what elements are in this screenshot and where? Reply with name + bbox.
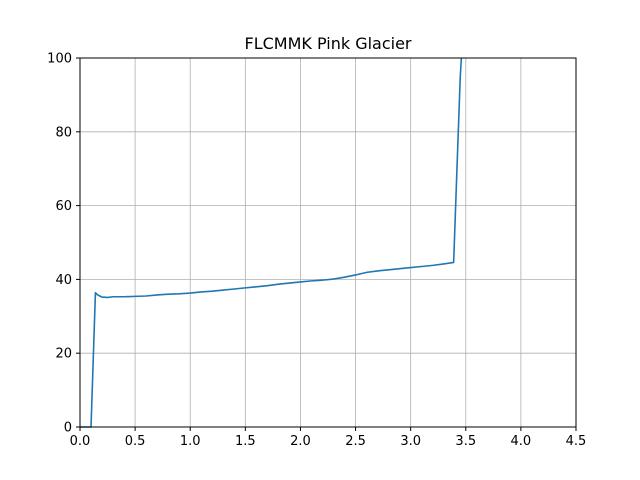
series-layer [80, 57, 463, 428]
x-tick-label: 4.0 [511, 434, 532, 449]
y-tick-label: 0 [64, 421, 72, 436]
series-line [80, 57, 463, 428]
x-tick-label: 1.0 [180, 434, 201, 449]
y-tick-label: 20 [55, 347, 72, 362]
y-tick-label: 80 [55, 125, 72, 140]
x-tick-label: 4.5 [566, 434, 587, 449]
x-tick-label: 0.0 [70, 434, 91, 449]
x-tick-label: 3.0 [400, 434, 421, 449]
y-tick-label: 60 [55, 199, 72, 214]
x-tick-label: 2.5 [345, 434, 366, 449]
x-tick-label: 1.5 [235, 434, 256, 449]
y-tick-label: 100 [47, 52, 72, 67]
axis-ticks: 0.0 0.5 1.0 1.5 2.0 2.5 3.0 3.5 4.0 4.5 0 20 40 60 80 1… [47, 52, 586, 450]
x-tick-label: 3.5 [455, 434, 476, 449]
y-tick-label: 40 [55, 273, 72, 288]
x-tick-label: 2.0 [290, 434, 311, 449]
plot-area-frame [79, 57, 577, 428]
x-tick-label: 0.5 [125, 434, 146, 449]
chart-title: FLCMMK Pink Glacier [244, 34, 411, 53]
